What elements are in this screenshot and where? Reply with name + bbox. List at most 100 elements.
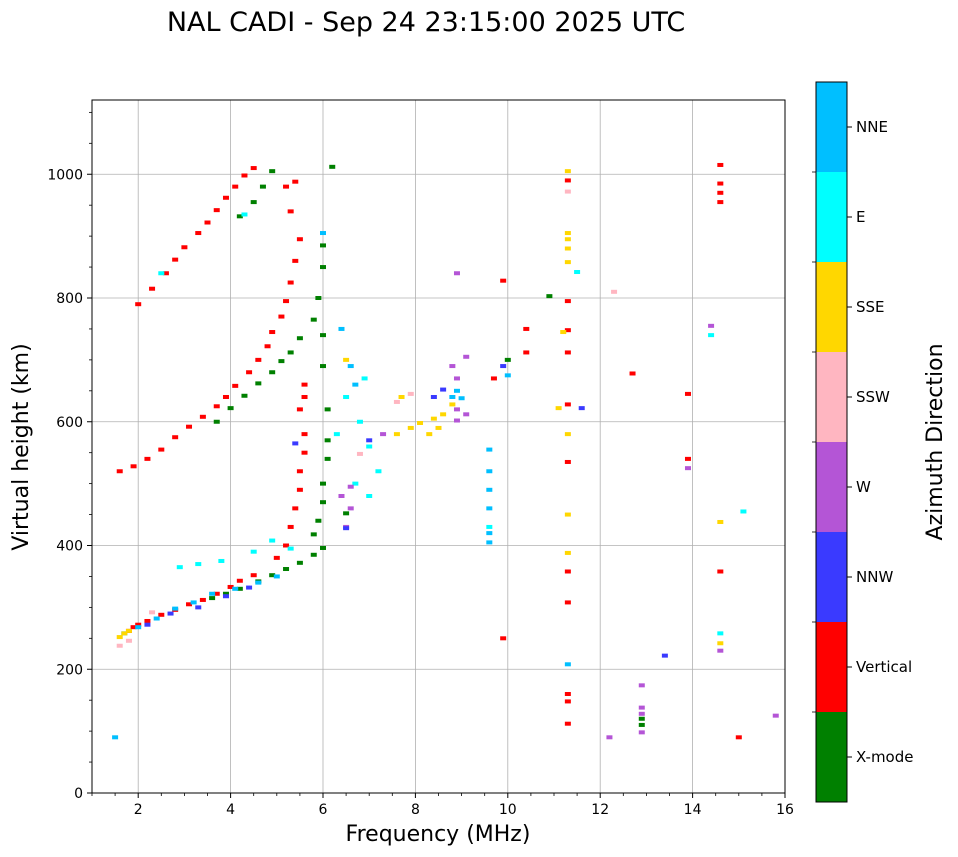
- data-point: [236, 586, 243, 591]
- data-point: [292, 258, 299, 263]
- data-point: [232, 383, 239, 388]
- data-point: [504, 373, 511, 378]
- data-point: [283, 184, 290, 189]
- x-tick-label: 14: [684, 802, 702, 818]
- x-tick-label: 6: [319, 802, 328, 818]
- data-point: [130, 625, 137, 630]
- data-point: [453, 376, 460, 381]
- data-point: [564, 350, 571, 355]
- data-point: [564, 169, 571, 174]
- data-point: [232, 184, 239, 189]
- data-point: [278, 314, 285, 319]
- data-point: [236, 578, 243, 583]
- x-tick-label: 8: [411, 802, 420, 818]
- data-point: [486, 531, 493, 536]
- data-point: [329, 164, 336, 169]
- data-point: [301, 395, 308, 399]
- data-point: [717, 181, 724, 186]
- data-point: [366, 444, 373, 449]
- data-point: [564, 299, 571, 304]
- data-point: [199, 597, 206, 602]
- data-point: [232, 586, 239, 591]
- x-tick-label: 4: [226, 802, 235, 818]
- data-point: [343, 357, 350, 362]
- data-point: [366, 438, 373, 443]
- data-point: [717, 648, 724, 653]
- data-point: [740, 509, 747, 514]
- data-point: [241, 173, 248, 178]
- data-point: [375, 469, 382, 474]
- data-point: [638, 722, 645, 727]
- data-point: [287, 280, 294, 285]
- data-point: [320, 500, 326, 505]
- colorbar-label: SSE: [856, 298, 885, 316]
- data-point: [347, 364, 354, 369]
- data-point: [717, 569, 724, 574]
- data-point: [241, 212, 248, 217]
- data-point: [320, 364, 326, 369]
- y-tick-label: 0: [74, 786, 83, 802]
- data-point: [717, 200, 724, 205]
- data-point: [241, 393, 248, 398]
- data-point: [259, 184, 266, 189]
- data-point: [463, 354, 470, 359]
- data-point: [453, 407, 460, 412]
- data-point: [283, 567, 290, 572]
- data-point: [301, 432, 308, 437]
- colorbar-label: W: [856, 478, 871, 496]
- x-tick-label: 16: [776, 802, 794, 818]
- data-point: [296, 487, 303, 492]
- data-point: [564, 692, 571, 696]
- data-point: [116, 643, 123, 648]
- data-point: [352, 382, 359, 387]
- data-point: [717, 162, 724, 167]
- data-point: [717, 631, 724, 636]
- data-point: [287, 546, 294, 551]
- data-point: [486, 524, 493, 529]
- data-point: [320, 265, 326, 270]
- data-point: [190, 600, 197, 605]
- data-point: [130, 464, 137, 469]
- data-point: [283, 543, 290, 548]
- data-point: [717, 641, 724, 646]
- colorbar-segment: [816, 262, 847, 352]
- data-point: [255, 381, 262, 386]
- data-point: [523, 350, 530, 355]
- data-point: [486, 447, 493, 452]
- data-point: [250, 573, 257, 578]
- data-point: [638, 730, 645, 735]
- data-point: [407, 391, 414, 396]
- data-point: [500, 636, 507, 641]
- series-e: [158, 212, 747, 636]
- data-point: [338, 326, 345, 331]
- data-point: [246, 585, 253, 590]
- data-point: [158, 271, 165, 276]
- data-point: [186, 424, 193, 429]
- colorbar-label: SSW: [856, 388, 890, 406]
- data-points: [112, 162, 779, 740]
- x-axis-label: Frequency (MHz): [346, 822, 531, 847]
- data-point: [135, 302, 142, 307]
- data-point: [125, 638, 132, 643]
- data-point: [564, 569, 571, 574]
- data-point: [162, 271, 169, 276]
- data-point: [684, 466, 691, 471]
- data-point: [292, 441, 299, 446]
- data-point: [564, 231, 571, 236]
- data-point: [717, 190, 724, 195]
- data-point: [458, 396, 465, 401]
- data-point: [347, 484, 354, 489]
- data-point: [296, 407, 303, 412]
- series-nnw: [144, 364, 668, 658]
- data-point: [708, 333, 715, 338]
- data-point: [273, 555, 280, 560]
- data-point: [564, 328, 571, 333]
- data-point: [393, 399, 400, 404]
- colorbar-label: NNE: [856, 118, 888, 136]
- data-point: [296, 237, 303, 242]
- colorbar-label: X-mode: [856, 748, 913, 766]
- data-point: [144, 622, 151, 627]
- data-point: [222, 594, 229, 599]
- data-point: [296, 469, 303, 474]
- data-point: [236, 214, 243, 219]
